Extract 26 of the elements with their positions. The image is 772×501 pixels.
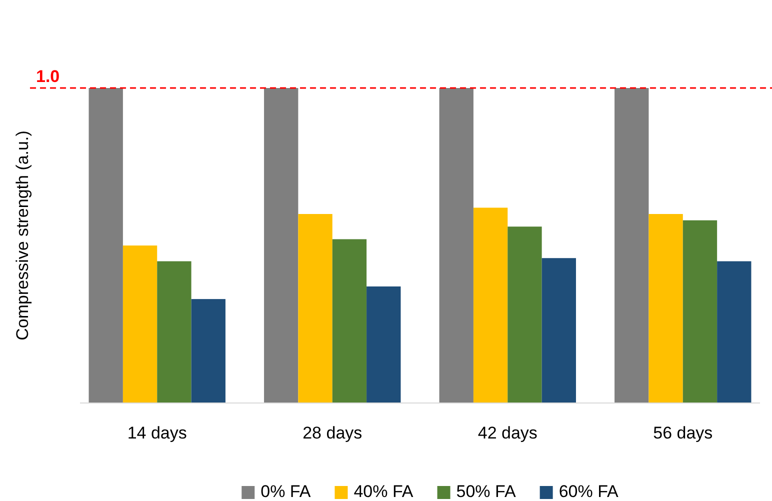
- bar: [88, 88, 123, 403]
- bar: [682, 220, 718, 403]
- x-tick-label: 56 days: [653, 423, 713, 442]
- legend-label: 60% FA: [558, 482, 620, 501]
- x-tick-label: 28 days: [302, 423, 362, 442]
- bar: [542, 258, 576, 403]
- bar: [157, 261, 192, 403]
- ref-line-label: 1.0: [36, 67, 60, 86]
- bar: [614, 88, 649, 403]
- y-axis-title: Compressive strength (a.u.): [13, 130, 32, 340]
- bar: [508, 226, 542, 403]
- bar: [332, 239, 367, 403]
- bar: [122, 246, 158, 403]
- bar: [648, 214, 683, 403]
- bar: [264, 88, 298, 403]
- x-tick-label: 14 days: [127, 423, 187, 442]
- x-tick-label: 42 days: [478, 423, 538, 442]
- bar: [298, 214, 332, 403]
- bar: [717, 261, 752, 403]
- bar: [439, 88, 474, 403]
- bar: [473, 208, 508, 403]
- legend-label: 40% FA: [354, 482, 414, 501]
- legend-label: 50% FA: [456, 482, 516, 501]
- bar: [191, 299, 226, 403]
- legend-label: 0% FA: [260, 482, 312, 501]
- bar: [366, 286, 401, 403]
